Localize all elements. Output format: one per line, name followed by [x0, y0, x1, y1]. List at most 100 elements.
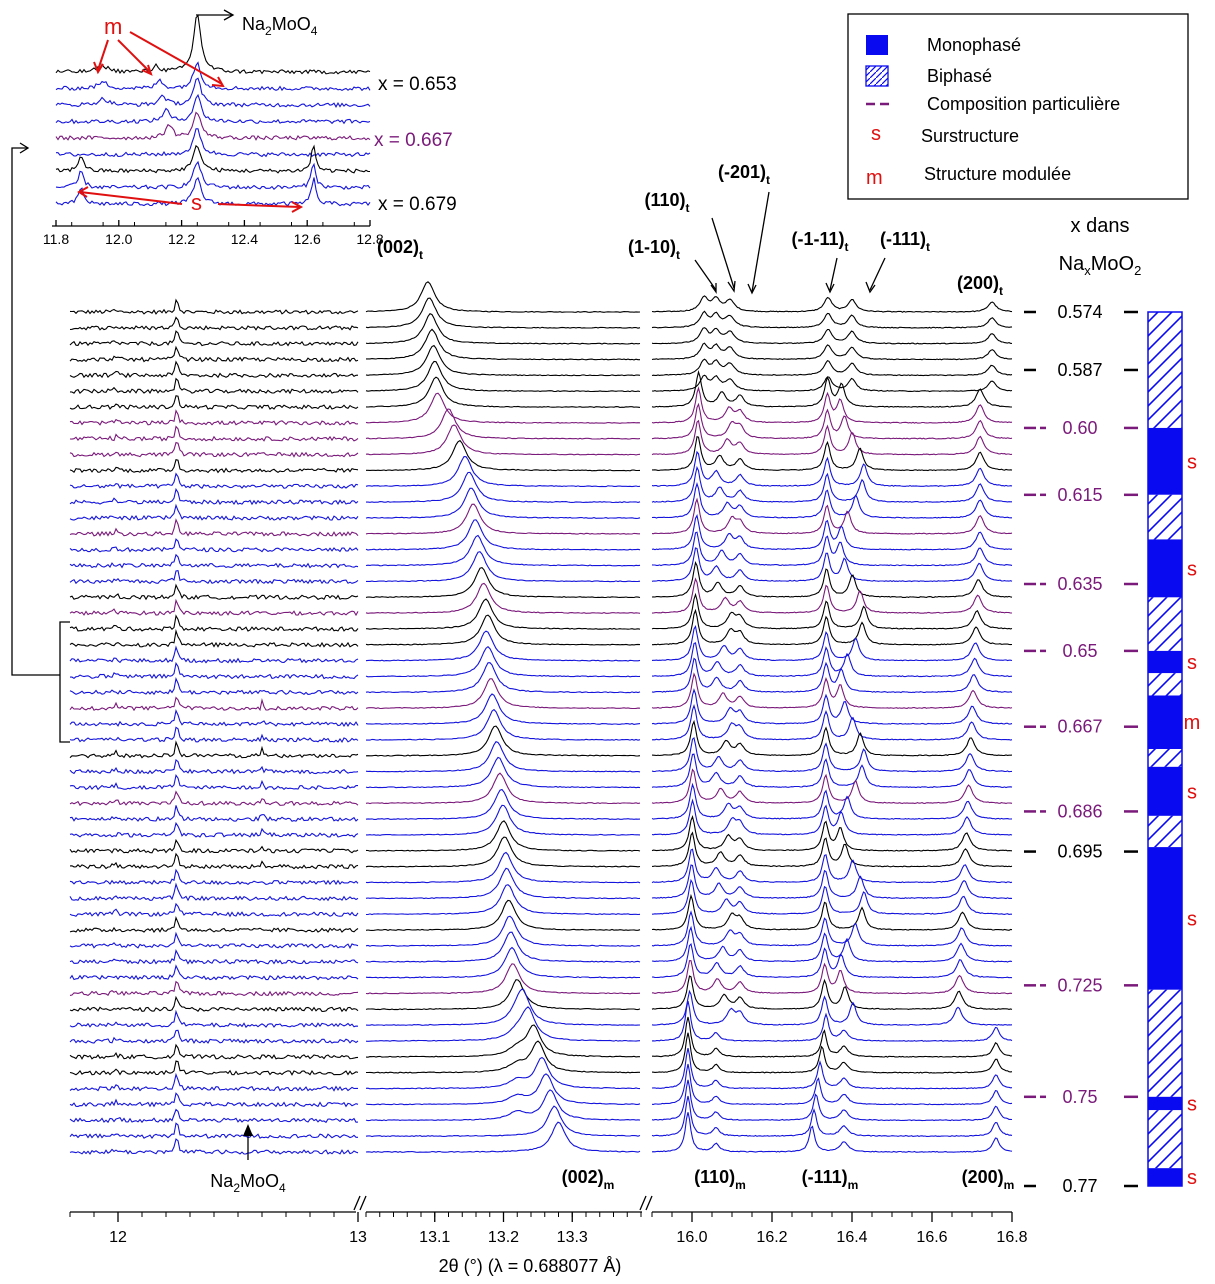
pattern-52-middle-segment — [365, 1105, 641, 1138]
pattern-26-middle-segment — [365, 693, 641, 725]
pattern-30-right-segment — [651, 753, 1013, 789]
pattern-37-middle-segment — [365, 867, 641, 900]
x-axis-label: 2θ (°) (λ = 0.688077 Å) — [439, 1256, 622, 1276]
diffraction-patterns — [69, 281, 1013, 1155]
pattern-0 — [69, 281, 1013, 315]
pattern-33 — [69, 798, 1013, 838]
pattern-17-middle-segment — [366, 551, 641, 583]
inset-s-mark: s — [191, 190, 202, 215]
pattern-52 — [69, 1095, 1013, 1139]
pattern-19-right-segment — [651, 577, 1012, 614]
pattern-35-right-segment — [651, 831, 1013, 868]
pattern-5-right-segment — [651, 374, 1013, 393]
pattern-36 — [69, 848, 1013, 886]
inset-plot: 11.8 12.0 12.2 12.4 12.6 12.8 x = 0.653 x = 0… — [43, 9, 457, 247]
composition-1: 0.587 — [1024, 360, 1138, 380]
composition-label-7: 0.686 — [1057, 801, 1102, 821]
pattern-9-middle-segment — [365, 424, 641, 456]
composition-label-1: 0.587 — [1057, 360, 1102, 380]
peak-label-m-1: (110)m — [694, 1167, 746, 1192]
pattern-6-left-segment — [69, 395, 359, 410]
pattern-9-right-segment — [651, 419, 1013, 456]
pattern-11-left-segment — [69, 472, 359, 489]
pattern-1-left-segment — [69, 316, 359, 331]
pattern-25-right-segment — [651, 672, 1013, 709]
pattern-5-middle-segment — [365, 360, 641, 393]
pattern-38-middle-segment — [366, 884, 641, 916]
phase-mark-3: s — [1187, 558, 1197, 580]
x-tick-label-middle-2: 13.3 — [557, 1229, 588, 1246]
legend-s-symbol: s — [871, 123, 881, 145]
pattern-7-right-segment — [651, 386, 1013, 424]
inset-pattern-6 — [55, 144, 370, 174]
pattern-24-left-segment — [69, 677, 359, 696]
pattern-1-right-segment — [651, 310, 1013, 329]
pattern-47 — [69, 1016, 1013, 1060]
pattern-40 — [69, 910, 1013, 949]
pattern-50 — [69, 1063, 1013, 1108]
pattern-10-left-segment — [69, 459, 359, 474]
phase-mark-15: s — [1187, 1167, 1197, 1189]
legend-monophase-label: Monophasé — [927, 35, 1021, 55]
pattern-51-right-segment — [651, 1079, 1013, 1122]
peak-label-t-6: (200)t — [957, 273, 1003, 298]
pattern-52-right-segment — [651, 1095, 1013, 1137]
pattern-8-middle-segment — [365, 408, 641, 440]
pattern-41-middle-segment — [365, 931, 641, 963]
pattern-50-middle-segment — [365, 1073, 641, 1106]
pattern-50-left-segment — [69, 1092, 359, 1108]
pattern-24-right-segment — [651, 657, 1013, 694]
inset-pattern-7 — [55, 160, 371, 190]
inset-bracket — [11, 142, 70, 743]
inset-label-2: x = 0.679 — [378, 194, 457, 215]
pattern-44-right-segment — [651, 975, 1013, 1010]
pattern-0-left-segment — [69, 298, 359, 315]
pattern-30-left-segment — [69, 773, 358, 791]
pattern-53-middle-segment — [365, 1121, 641, 1153]
pattern-49-left-segment — [69, 1072, 358, 1092]
pattern-8 — [69, 402, 1013, 442]
composition-axis-label: x dans — [1071, 215, 1130, 237]
phase-segment-14 — [1148, 1110, 1182, 1169]
pattern-48-middle-segment — [366, 1040, 640, 1074]
pattern-12-right-segment — [651, 465, 1012, 503]
pattern-31-left-segment — [69, 790, 359, 807]
inset-tick-0: 11.8 — [43, 231, 69, 247]
composition-9: 0.725 — [1024, 975, 1138, 995]
pattern-11-right-segment — [651, 450, 1013, 487]
pattern-5 — [69, 360, 1013, 395]
pattern-17-right-segment — [651, 547, 1013, 583]
pattern-48-right-segment — [651, 1032, 1013, 1074]
pattern-24 — [69, 657, 1013, 696]
pattern-3-left-segment — [69, 345, 359, 363]
legend-monophase-swatch — [866, 35, 888, 55]
pattern-2-left-segment — [69, 330, 359, 347]
pattern-38-left-segment — [69, 902, 359, 918]
composition-label-9: 0.725 — [1057, 975, 1102, 995]
pattern-4-left-segment — [69, 360, 359, 379]
pattern-50-right-segment — [651, 1063, 1013, 1106]
composition-0: 0.574 — [1024, 302, 1138, 322]
peak-arrows — [694, 191, 886, 295]
inset-m-mark: m — [104, 14, 122, 39]
pattern-42 — [69, 942, 1013, 981]
pattern-40-middle-segment — [365, 915, 641, 947]
pattern-18-right-segment — [651, 561, 1013, 598]
pattern-44 — [69, 975, 1013, 1013]
pattern-33-middle-segment — [366, 804, 641, 836]
pattern-12 — [69, 465, 1012, 506]
pattern-0-middle-segment — [365, 281, 641, 313]
pattern-7 — [69, 386, 1013, 426]
pattern-27-middle-segment — [366, 708, 641, 741]
pattern-20 — [69, 592, 1013, 632]
peak-label-t-5: (-111)t — [880, 229, 930, 254]
x-tick-label-right-3: 16.6 — [916, 1229, 947, 1246]
phase-segment-11 — [1148, 847, 1182, 990]
pattern-43-left-segment — [69, 980, 359, 997]
composition-7: 0.686 — [1024, 801, 1138, 821]
pattern-21 — [69, 608, 1013, 648]
peak-label-m-3: (200)m — [962, 1167, 1015, 1192]
phase-segment-12 — [1148, 989, 1182, 1097]
pattern-26-left-segment — [69, 708, 359, 728]
pattern-23 — [70, 642, 1013, 680]
